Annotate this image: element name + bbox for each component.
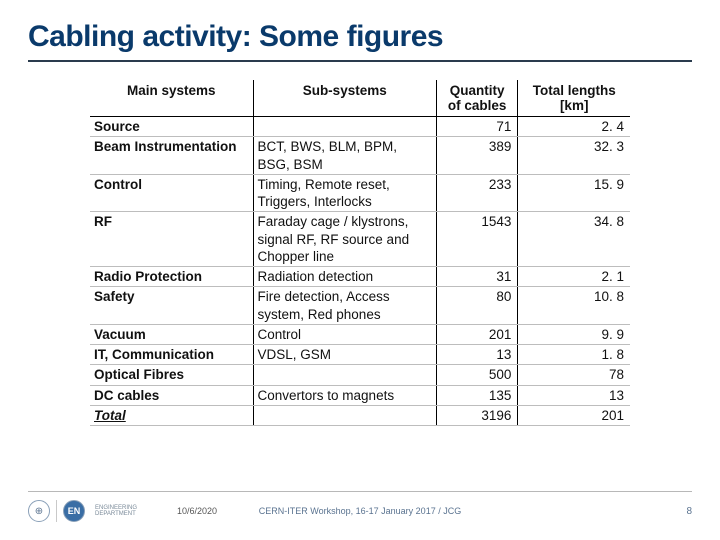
page-title: Cabling activity: Some figures: [28, 20, 692, 54]
cell-total-sub: [253, 405, 436, 425]
cell-len: 15. 9: [518, 174, 630, 212]
table-row: IT, CommunicationVDSL, GSM131. 8: [90, 345, 630, 365]
cell-sub: Faraday cage / klystrons, signal RF, RF …: [253, 212, 436, 267]
table-row: Beam InstrumentationBCT, BWS, BLM, BPM, …: [90, 137, 630, 175]
cell-qty: 80: [436, 287, 518, 325]
cell-qty: 500: [436, 365, 518, 385]
table-total-row: Total 3196201: [90, 405, 630, 425]
cell-sub: [253, 365, 436, 385]
cell-len: 78: [518, 365, 630, 385]
cell-len: 2. 4: [518, 117, 630, 137]
table-container: Main systems Sub-systems Quantity of cab…: [90, 80, 630, 426]
col-header-len: Total lengths [km]: [518, 80, 630, 117]
cell-qty: 1543: [436, 212, 518, 267]
cell-qty: 135: [436, 385, 518, 405]
cell-sub: Control: [253, 324, 436, 344]
table-row: RFFaraday cage / klystrons, signal RF, R…: [90, 212, 630, 267]
cell-main: Source: [90, 117, 253, 137]
cell-sub: Convertors to magnets: [253, 385, 436, 405]
footer: ⊕ EN ENGINEERING DEPARTMENT 10/6/2020 CE…: [28, 491, 692, 522]
cell-len: 2. 1: [518, 267, 630, 287]
cell-len: 13: [518, 385, 630, 405]
cell-qty: 233: [436, 174, 518, 212]
cell-sub: [253, 117, 436, 137]
badge-separator: [56, 500, 57, 522]
cell-len: 34. 8: [518, 212, 630, 267]
footer-date: 10/6/2020: [177, 506, 217, 516]
footer-row: ⊕ EN ENGINEERING DEPARTMENT 10/6/2020 CE…: [28, 500, 692, 522]
table-row: DC cablesConvertors to magnets13513: [90, 385, 630, 405]
cell-qty: 389: [436, 137, 518, 175]
col-header-sub: Sub-systems: [253, 80, 436, 117]
col-header-qty: Quantity of cables: [436, 80, 518, 117]
dept-label-2: DEPARTMENT: [95, 511, 137, 517]
cell-qty: 201: [436, 324, 518, 344]
cell-sub: VDSL, GSM: [253, 345, 436, 365]
col-header-main: Main systems: [90, 80, 253, 117]
page-number: 8: [686, 506, 692, 517]
table-row: Source 712. 4: [90, 117, 630, 137]
cell-main: DC cables: [90, 385, 253, 405]
cell-main: Radio Protection: [90, 267, 253, 287]
table-header-row: Main systems Sub-systems Quantity of cab…: [90, 80, 630, 117]
cell-main: RF: [90, 212, 253, 267]
cell-total-qty: 3196: [436, 405, 518, 425]
footer-center: CERN-ITER Workshop, 16-17 January 2017 /…: [259, 506, 461, 516]
table-row: ControlTiming, Remote reset, Triggers, I…: [90, 174, 630, 212]
cell-qty: 71: [436, 117, 518, 137]
en-badge-icon: EN: [63, 500, 85, 522]
table-row: VacuumControl2019. 9: [90, 324, 630, 344]
cell-len: 10. 8: [518, 287, 630, 325]
cell-main: IT, Communication: [90, 345, 253, 365]
cell-main: Optical Fibres: [90, 365, 253, 385]
cell-len: 9. 9: [518, 324, 630, 344]
dept-label: ENGINEERING DEPARTMENT: [95, 505, 137, 517]
cell-total-label: Total: [90, 405, 253, 425]
table-row: Radio ProtectionRadiation detection312. …: [90, 267, 630, 287]
cell-main: Beam Instrumentation: [90, 137, 253, 175]
cell-main: Control: [90, 174, 253, 212]
table-row: Optical Fibres 50078: [90, 365, 630, 385]
cell-sub: Timing, Remote reset, Triggers, Interloc…: [253, 174, 436, 212]
cell-len: 32. 3: [518, 137, 630, 175]
cern-logo-icon: ⊕: [28, 500, 50, 522]
table-row: SafetyFire detection, Access system, Red…: [90, 287, 630, 325]
cell-qty: 31: [436, 267, 518, 287]
cell-len: 1. 8: [518, 345, 630, 365]
cell-qty: 13: [436, 345, 518, 365]
cell-main: Vacuum: [90, 324, 253, 344]
cell-sub: Radiation detection: [253, 267, 436, 287]
title-rule: [28, 60, 692, 62]
cell-total-len: 201: [518, 405, 630, 425]
cell-sub: Fire detection, Access system, Red phone…: [253, 287, 436, 325]
footer-rule: [28, 491, 692, 492]
slide: Cabling activity: Some figures Main syst…: [0, 0, 720, 540]
cell-main: Safety: [90, 287, 253, 325]
figures-table: Main systems Sub-systems Quantity of cab…: [90, 80, 630, 426]
cell-sub: BCT, BWS, BLM, BPM, BSG, BSM: [253, 137, 436, 175]
